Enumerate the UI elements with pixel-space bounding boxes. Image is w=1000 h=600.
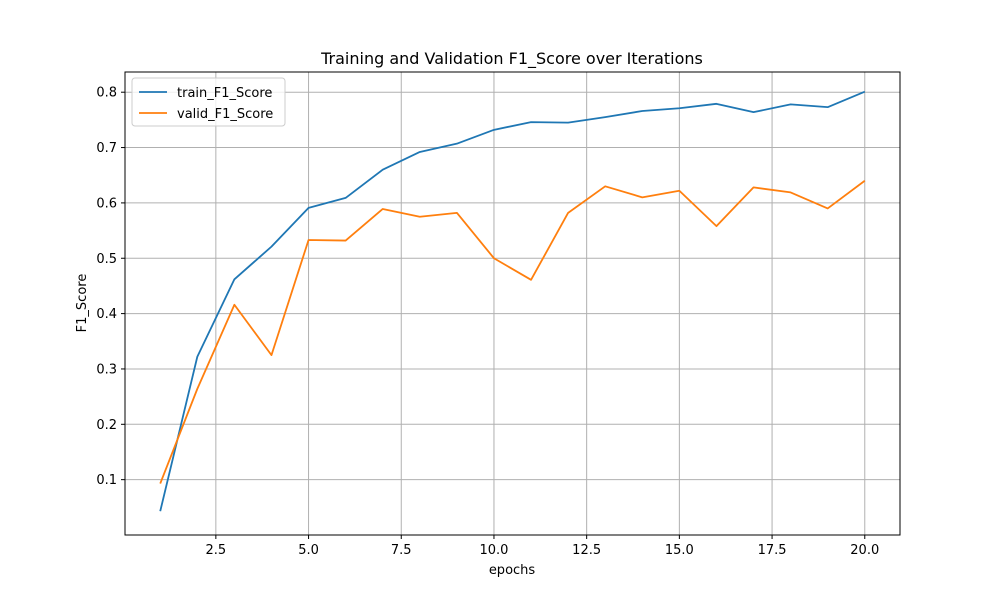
y-axis-ticks: 0.1 0.2 0.3 0.4 0.5 0.6 0.7 0.8 — [96, 86, 125, 488]
chart-title: Training and Validation F1_Score over It… — [320, 49, 703, 69]
y-tick-label: 0.8 — [96, 86, 117, 101]
y-axis-label: F1_Score — [75, 274, 90, 333]
x-axis-ticks: 2.5 5.0 7.5 10.0 12.5 15.0 17.5 20.0 — [206, 535, 879, 558]
y-tick-label: 0.6 — [96, 196, 117, 211]
x-tick-label: 20.0 — [850, 543, 879, 558]
plot-area-frame — [124, 71, 901, 536]
legend: train_F1_Score valid_F1_Score — [131, 77, 286, 127]
x-tick-label: 15.0 — [665, 543, 694, 558]
series-lines — [159, 90, 866, 512]
legend-box — [131, 77, 286, 127]
x-tick-label: 12.5 — [572, 543, 601, 558]
y-tick-label: 0.7 — [96, 141, 117, 156]
series-line-valid_F1_Score — [159, 180, 866, 484]
y-tick-label: 0.2 — [96, 418, 117, 433]
series-line-train_F1_Score — [159, 90, 866, 512]
x-axis-label: epochs — [489, 563, 536, 578]
x-tick-label: 10.0 — [479, 543, 508, 558]
legend-entry-label: train_F1_Score — [177, 86, 272, 101]
x-tick-label: 5.0 — [298, 543, 319, 558]
x-tick-label: 17.5 — [758, 543, 787, 558]
y-tick-label: 0.3 — [96, 362, 117, 377]
y-tick-label: 0.1 — [96, 473, 117, 488]
x-tick-label: 2.5 — [206, 543, 227, 558]
y-tick-label: 0.4 — [96, 307, 117, 322]
legend-entry-label: valid_F1_Score — [177, 107, 273, 122]
x-tick-label: 7.5 — [391, 543, 412, 558]
grid — [125, 72, 900, 535]
y-tick-label: 0.5 — [96, 252, 117, 267]
